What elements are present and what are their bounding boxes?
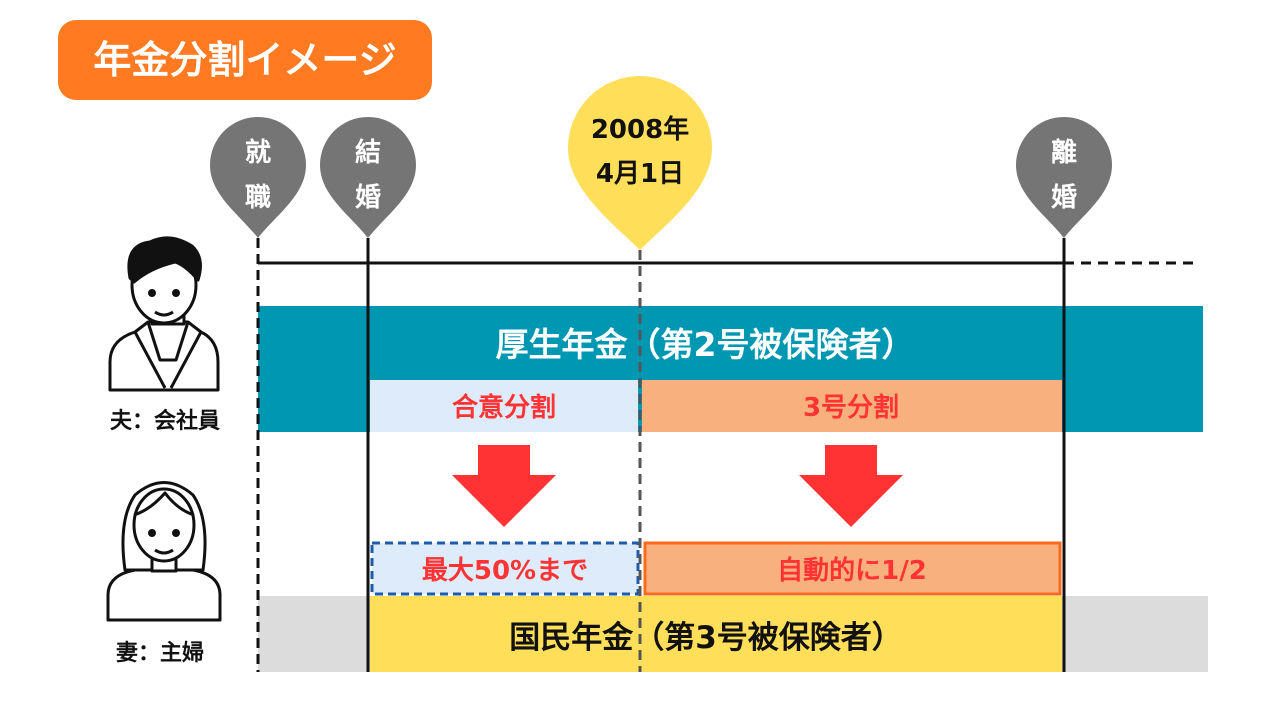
svg-text:結: 結 xyxy=(355,137,381,168)
agreement-result-box xyxy=(370,541,640,596)
agreement-split-label: 合意分割 xyxy=(452,392,556,423)
svg-text:離: 離 xyxy=(1051,137,1077,168)
wife-icon xyxy=(106,481,222,622)
svg-text:就: 就 xyxy=(245,138,271,168)
national-pension-label: 国民年金（第3号被保険者） xyxy=(509,620,903,656)
category3-result-label: 自動的に1/2 xyxy=(777,555,927,586)
agreement-result-label: 最大50%まで xyxy=(422,556,588,586)
svg-text:4月1日: 4月1日 xyxy=(596,159,684,189)
category3-result-box xyxy=(643,541,1062,596)
category3-split-label: 3号分割 xyxy=(803,392,899,423)
svg-text:婚: 婚 xyxy=(1051,183,1077,213)
agreement-split-box xyxy=(370,380,638,432)
title-badge xyxy=(58,20,432,100)
husband-label: 夫：会社員 xyxy=(110,408,220,434)
category3-split-box xyxy=(642,380,1062,432)
down-arrow-icon xyxy=(799,445,903,527)
employment-pin: 就 職 xyxy=(210,117,306,238)
svg-text:職: 職 xyxy=(245,183,271,213)
employees-pension-label: 厚生年金（第2号被保険者） xyxy=(496,325,915,364)
down-arrow-icon xyxy=(452,445,556,527)
svg-text:婚: 婚 xyxy=(355,183,381,213)
divorce-pin: 離 婚 xyxy=(1016,117,1112,238)
national-pension-band xyxy=(370,596,1062,672)
svg-text:2008年: 2008年 xyxy=(591,114,689,145)
title: 年金分割イメージ xyxy=(93,38,396,82)
date-pin: 2008年 4月1日 xyxy=(568,76,712,250)
wife-label: 妻：主婦 xyxy=(116,640,204,666)
marriage-pin: 結 婚 xyxy=(320,117,416,238)
husband-icon xyxy=(108,236,220,392)
